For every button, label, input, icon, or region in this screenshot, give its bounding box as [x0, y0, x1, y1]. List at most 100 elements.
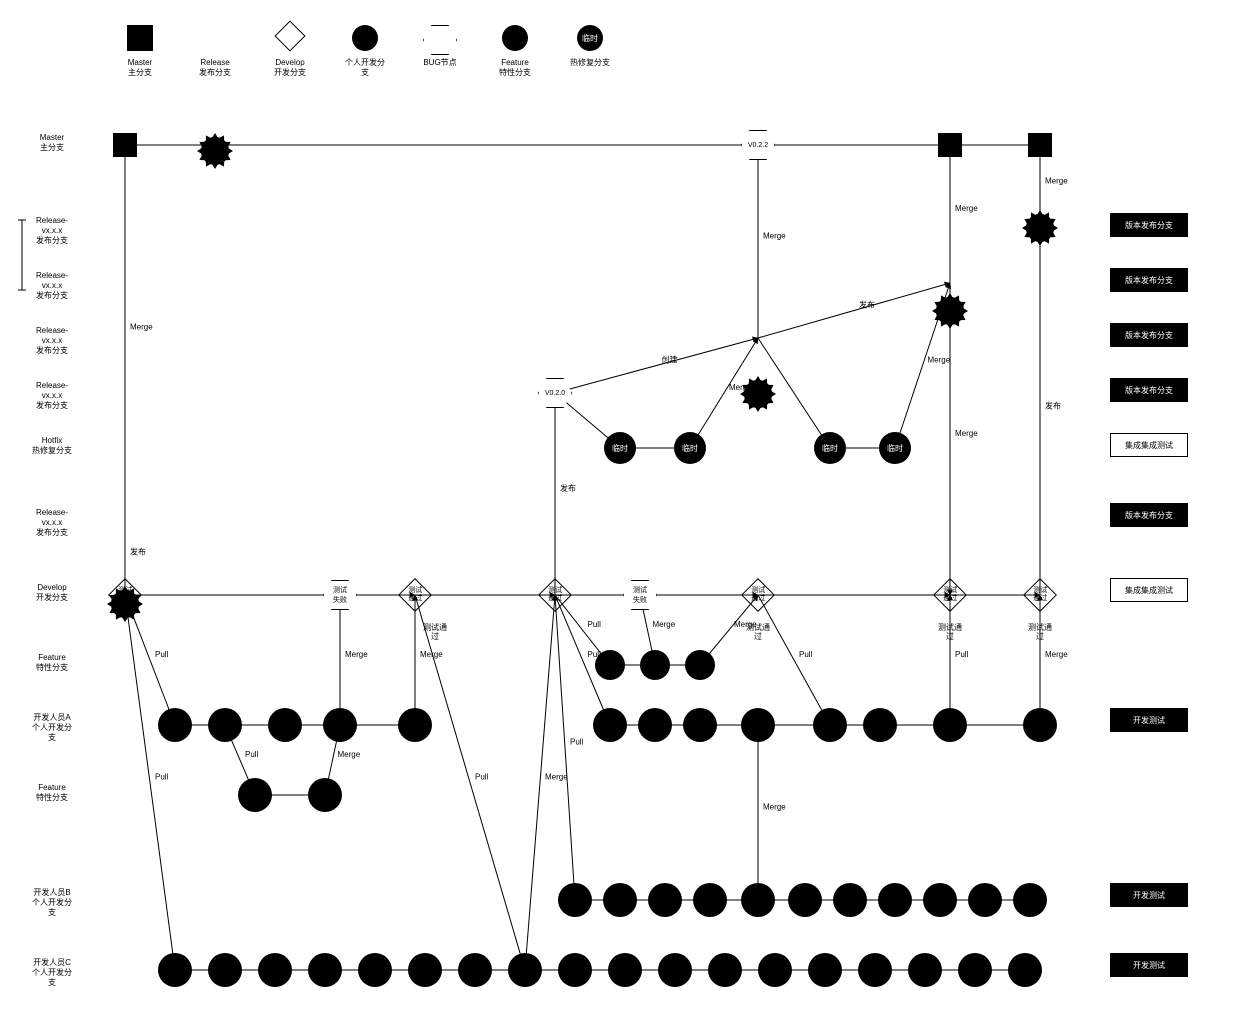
svg-text:Merge: Merge — [338, 750, 361, 759]
node-a5 — [398, 708, 432, 742]
node-a9 — [741, 708, 775, 742]
lane-devA: 开发人员A个人开发分支 — [20, 713, 84, 743]
svg-text:发布: 发布 — [560, 483, 576, 493]
lane-rel4: Release-vx.x.x发布分支 — [20, 381, 84, 411]
node-c17 — [958, 953, 992, 987]
right-box-0: 版本发布分支 — [1110, 213, 1188, 237]
svg-text:Pull: Pull — [245, 750, 259, 759]
node-c11 — [658, 953, 692, 987]
node-hf1: 临时 — [604, 432, 636, 464]
svg-text:Merge: Merge — [928, 356, 951, 365]
node-r3b — [744, 380, 772, 408]
right-box-9: 开发测试 — [1110, 953, 1188, 977]
node-r4hex: V0.2.0 — [538, 378, 572, 408]
svg-text:发布: 发布 — [859, 300, 875, 310]
legend-circle: 个人开发分支 — [335, 58, 395, 77]
svg-text:测试通过: 测试通过 — [423, 622, 447, 641]
legend-circle_label: 热修复分支 — [560, 58, 620, 68]
node-a7 — [638, 708, 672, 742]
node-c14 — [808, 953, 842, 987]
node-hf3: 临时 — [814, 432, 846, 464]
svg-text:Merge: Merge — [734, 620, 757, 629]
svg-text:Merge: Merge — [955, 204, 978, 213]
node-c18 — [1008, 953, 1042, 987]
right-box-4: 集成集成测试 — [1110, 433, 1188, 457]
node-c7 — [458, 953, 492, 987]
node-fb1 — [238, 778, 272, 812]
lane-rel5: Release-vx.x.x发布分支 — [20, 508, 84, 538]
lane-develop: Develop开发分支 — [20, 583, 84, 603]
lane-rel2: Release-vx.x.x发布分支 — [20, 271, 84, 301]
node-c6 — [408, 953, 442, 987]
node-dhex2: 测试失败 — [623, 580, 657, 610]
lane-rel1: Release-vx.x.x发布分支 — [20, 216, 84, 246]
node-a1 — [158, 708, 192, 742]
svg-text:发布: 发布 — [1045, 401, 1061, 411]
node-d3: 测试通过 — [741, 578, 775, 612]
svg-text:Merge: Merge — [130, 323, 153, 332]
lane-feat1: Feature特性分支 — [20, 653, 84, 673]
right-box-1: 版本发布分支 — [1110, 268, 1188, 292]
node-c13 — [758, 953, 792, 987]
svg-text:Pull: Pull — [155, 650, 169, 659]
node-b2 — [603, 883, 637, 917]
lane-devC: 开发人员C个人开发分支 — [20, 958, 84, 988]
svg-text:Merge: Merge — [420, 650, 443, 659]
svg-text:Pull: Pull — [955, 650, 969, 659]
legend-burst: Release发布分支 — [185, 58, 245, 77]
svg-text:Pull: Pull — [155, 773, 169, 782]
node-b10 — [968, 883, 1002, 917]
node-b8 — [878, 883, 912, 917]
lane-hotfix: Hotfix热修复分支 — [20, 436, 84, 456]
node-m2 — [938, 133, 962, 157]
svg-text:测试通过: 测试通过 — [1028, 622, 1052, 641]
node-fb2 — [308, 778, 342, 812]
svg-text:Merge: Merge — [763, 232, 786, 241]
right-box-2: 版本发布分支 — [1110, 323, 1188, 347]
node-a6 — [593, 708, 627, 742]
node-a11 — [863, 708, 897, 742]
right-box-6: 集成集成测试 — [1110, 578, 1188, 602]
node-r1b — [1026, 214, 1054, 242]
legend-hexagon: BUG节点 — [410, 58, 470, 68]
node-m1 — [113, 133, 137, 157]
edge-layer: Merge发布PullMergeMerge测试通过PullMergePullPu… — [0, 0, 1240, 1016]
node-c3 — [258, 953, 292, 987]
legend-diamond: Develop开发分支 — [260, 58, 320, 77]
legend-layer: Master主分支Release发布分支Develop开发分支个人开发分支BUG… — [0, 112, 1240, 140]
node-c15 — [858, 953, 892, 987]
legend-shape-circle — [502, 25, 528, 51]
node-d4: 测试通过 — [933, 578, 967, 612]
right-box-7: 开发测试 — [1110, 708, 1188, 732]
node-b9 — [923, 883, 957, 917]
svg-text:Merge: Merge — [545, 773, 568, 782]
node-c16 — [908, 953, 942, 987]
node-a2 — [208, 708, 242, 742]
right-box-3: 版本发布分支 — [1110, 378, 1188, 402]
node-a8 — [683, 708, 717, 742]
nodes-layer: V0.2.2V0.2.0临时临时临时临时测试通过测试失败测试通过测试通过测试失败… — [0, 0, 1240, 112]
node-b3 — [648, 883, 682, 917]
node-c1 — [158, 953, 192, 987]
node-a12 — [933, 708, 967, 742]
right-box-5: 版本发布分支 — [1110, 503, 1188, 527]
node-c9 — [558, 953, 592, 987]
svg-text:测试通过: 测试通过 — [746, 622, 770, 641]
legend-shape-square — [127, 25, 153, 51]
svg-text:Merge: Merge — [955, 429, 978, 438]
node-c10 — [608, 953, 642, 987]
svg-text:Merge: Merge — [1045, 177, 1068, 186]
lane-master: Master主分支 — [20, 133, 84, 153]
node-d2: 测试通过 — [538, 578, 572, 612]
svg-text:Pull: Pull — [799, 650, 813, 659]
legend-shape-burst — [201, 137, 229, 165]
legend-shape-circle_label: 临时 — [577, 25, 603, 51]
svg-text:测试通过: 测试通过 — [938, 622, 962, 641]
lane-feat2: Feature特性分支 — [20, 783, 84, 803]
legend-square: Master主分支 — [110, 58, 170, 77]
lane-rel3: Release-vx.x.x发布分支 — [20, 326, 84, 356]
node-c8 — [508, 953, 542, 987]
node-fa3 — [685, 650, 715, 680]
svg-text:Pull: Pull — [475, 773, 489, 782]
lane-devB: 开发人员B个人开发分支 — [20, 888, 84, 918]
